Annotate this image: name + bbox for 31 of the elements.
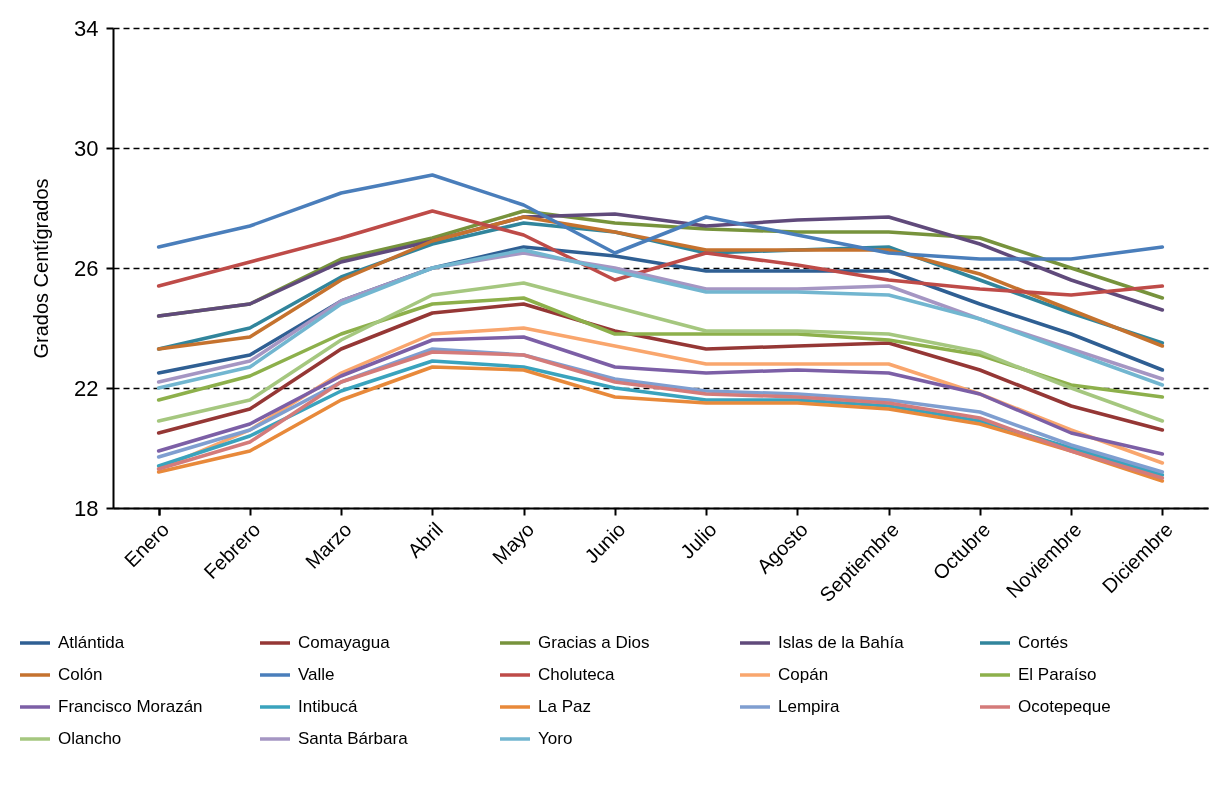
y-tick-label: 26	[74, 255, 99, 281]
legend-label: Islas de la Bahía	[778, 633, 905, 652]
y-tick-label: 22	[74, 375, 99, 401]
legend-label: Lempira	[778, 697, 840, 716]
legend-label: Francisco Morazán	[58, 697, 203, 716]
line-series	[156, 302, 1165, 435]
line-series	[156, 209, 1165, 297]
legend-label: Colón	[58, 665, 103, 684]
legend-label: Copán	[778, 665, 829, 684]
legend-label: Ocotepeque	[1018, 697, 1111, 716]
x-tick-label: Julio	[676, 518, 721, 563]
line-series	[156, 281, 1165, 423]
legend-label: Choluteca	[538, 665, 616, 684]
legend-label: Gracias a Dios	[538, 633, 650, 652]
legend-label: Santa Bárbara	[298, 729, 409, 748]
line-series	[156, 173, 1165, 261]
legend-label: Comayagua	[298, 633, 391, 652]
y-tick-label: 18	[74, 495, 99, 521]
legend-label: Valle	[298, 665, 335, 684]
legend-label: La Paz	[538, 697, 591, 716]
legend-label: Atlántida	[58, 633, 125, 652]
line-series	[156, 296, 1165, 402]
y-axis-title: Grados Centígrados	[30, 178, 53, 359]
legend-label: Intibucá	[298, 697, 359, 716]
y-tick-label: 30	[74, 135, 99, 161]
legend-label: Cortés	[1018, 633, 1069, 652]
legend-label: Yoro	[538, 729, 573, 748]
y-tick-label: 34	[74, 15, 99, 41]
legend-label: Olancho	[58, 729, 122, 748]
legend-label: El Paraíso	[1018, 665, 1097, 684]
line-series	[156, 335, 1165, 456]
